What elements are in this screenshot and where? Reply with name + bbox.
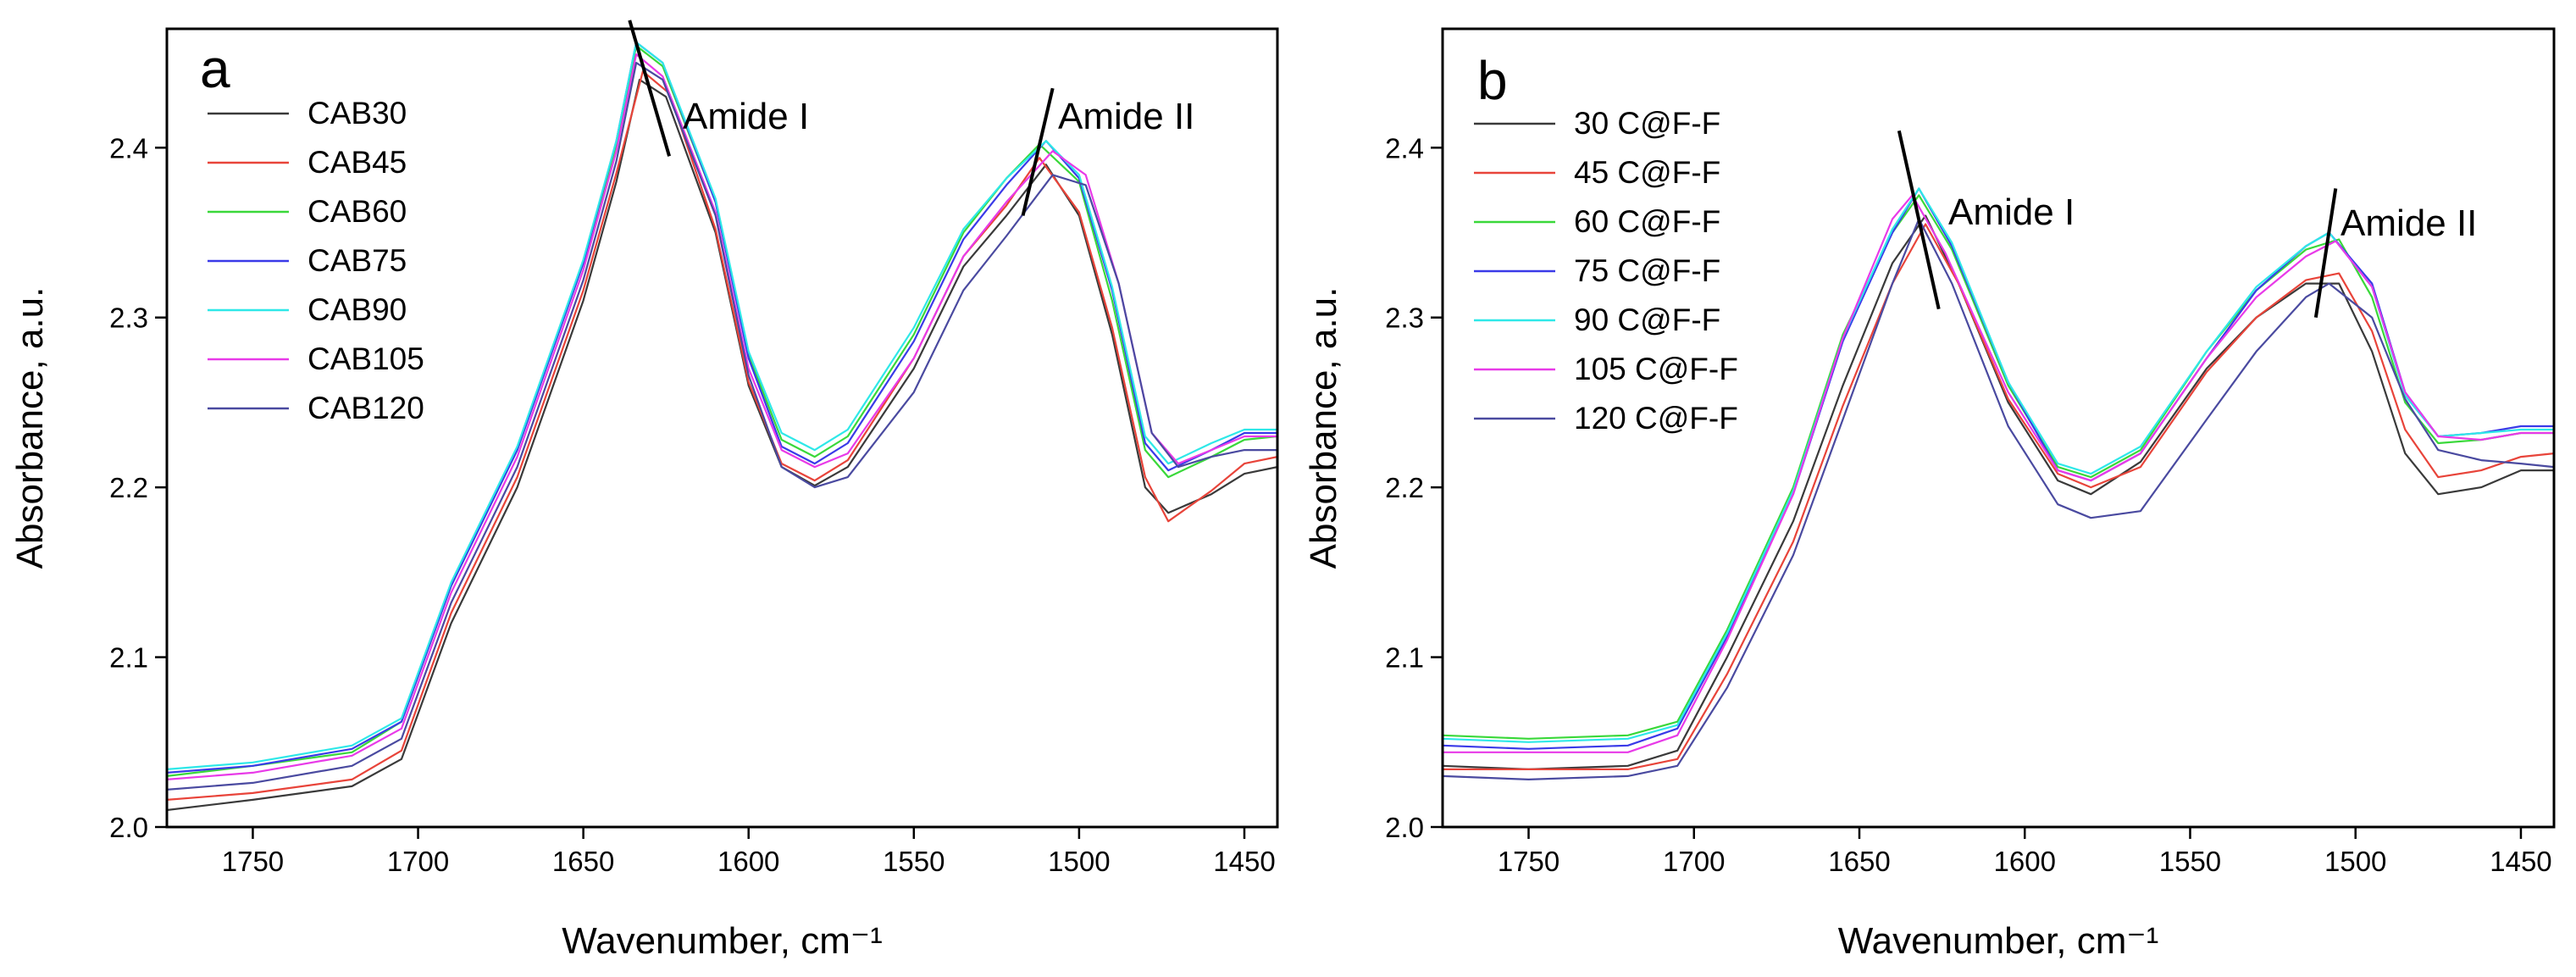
series-line-3 — [167, 41, 1277, 774]
series-line-1 — [167, 70, 1277, 801]
series-group — [167, 41, 1277, 812]
y-tick-label: 2.3 — [1385, 303, 1424, 334]
series-line-6 — [1443, 218, 2554, 780]
panel-label: b — [1477, 50, 1508, 111]
legend-entry: CAB120 — [307, 391, 424, 425]
annotation-line — [1021, 87, 1055, 216]
x-axis-label: Wavenumber, cm⁻¹ — [1838, 920, 2159, 962]
legend-entry: CAB90 — [307, 292, 407, 327]
series-line-1 — [1443, 223, 2554, 770]
series-line-5 — [1443, 194, 2554, 753]
x-tick-label: 1500 — [1048, 846, 1110, 877]
x-tick-label: 1450 — [1213, 846, 1275, 877]
legend-entry: CAB30 — [307, 96, 407, 130]
annotation-line — [628, 19, 671, 157]
x-tick-label: 1550 — [883, 846, 945, 877]
y-tick-label: 2.0 — [1385, 812, 1424, 843]
x-axis-label: Wavenumber, cm⁻¹ — [562, 920, 883, 962]
x-tick-label: 1600 — [1994, 846, 2056, 877]
x-tick-label: 1650 — [1828, 846, 1890, 877]
x-tick-label: 1650 — [552, 846, 614, 877]
x-tick-label: 1700 — [387, 846, 449, 877]
legend-entry: 75 C@F-F — [1574, 253, 1720, 288]
plot-frame — [165, 27, 1279, 829]
legend: 30 C@F-F 45 C@F-F 60 C@F-F 75 C@F-F 90 C@F-F… — [1474, 106, 1738, 436]
annotation-label: Amide I — [683, 96, 809, 137]
annotation-line — [2313, 188, 2338, 319]
series-line-4 — [1443, 187, 2554, 743]
series-group — [1443, 187, 2554, 780]
y-tick-label: 2.4 — [1385, 132, 1424, 164]
legend-entry: 120 C@F-F — [1574, 401, 1738, 436]
y-axis-label: Absorbance, a.u. — [1303, 287, 1344, 569]
legend: CAB30 CAB45 CAB60 CAB75 CAB90 CAB105 CAB120 — [208, 96, 424, 425]
y-tick-label: 2.0 — [109, 812, 148, 843]
x-tick-label: 1600 — [717, 846, 779, 877]
annotation-label: Amide II — [2341, 203, 2477, 244]
series-line-0 — [1443, 214, 2554, 770]
chart-panel-a: 1750 1700 1650 1600 1550 1500 1450 2.0 2.1 2.2 2.3… — [9, 19, 1279, 962]
legend-entry: CAB45 — [307, 145, 407, 180]
legend-entry: 105 C@F-F — [1574, 352, 1738, 386]
legend-entry: CAB60 — [307, 194, 407, 229]
chart-panel-b: 1750 1700 1650 1600 1550 1500 1450 2.0 2.1 2.2 2.3… — [1303, 27, 2556, 962]
y-tick-label: 2.4 — [109, 132, 148, 164]
x-tick-label: 1750 — [1498, 846, 1559, 877]
y-tick-label: 2.2 — [109, 472, 148, 503]
legend-entry: 90 C@F-F — [1574, 303, 1720, 337]
x-tick-label: 1500 — [2324, 846, 2386, 877]
annotation-label: Amide II — [1058, 96, 1194, 137]
series-line-0 — [167, 79, 1277, 812]
y-tick-label: 2.1 — [109, 642, 148, 674]
legend-entry: CAB75 — [307, 243, 407, 278]
legend-entry: 60 C@F-F — [1574, 204, 1720, 239]
panel-label: a — [200, 38, 230, 99]
y-tick-label: 2.1 — [1385, 642, 1424, 674]
plot-frame — [1441, 27, 2556, 829]
x-tick-label: 1550 — [2159, 846, 2221, 877]
x-tick-label: 1750 — [222, 846, 284, 877]
legend-entry: 30 C@F-F — [1574, 106, 1720, 141]
y-tick-label: 2.2 — [1385, 472, 1424, 503]
annotation-line — [1897, 130, 1941, 310]
y-tick-label: 2.3 — [109, 303, 148, 334]
x-tick-label: 1700 — [1663, 846, 1725, 877]
series-line-6 — [167, 62, 1277, 791]
y-axis-label: Absorbance, a.u. — [9, 287, 51, 569]
x-tick-label: 1450 — [2490, 846, 2551, 877]
series-line-4 — [167, 41, 1277, 770]
legend-entry: 45 C@F-F — [1574, 155, 1720, 190]
legend-entry: CAB105 — [307, 341, 424, 376]
annotation-label: Amide I — [1948, 192, 2075, 233]
